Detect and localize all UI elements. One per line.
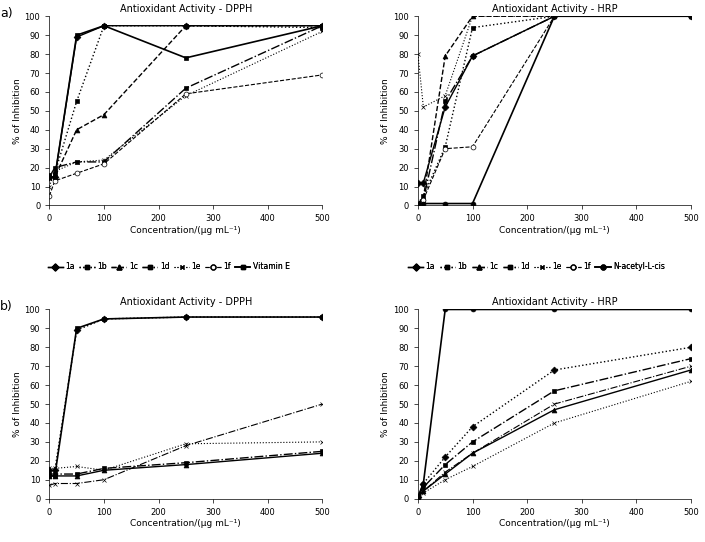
X-axis label: Concentration/(μg mL⁻¹): Concentration/(μg mL⁻¹) (499, 226, 610, 235)
Text: b): b) (0, 300, 13, 313)
Title: Antioxidant Activity - HRP: Antioxidant Activity - HRP (491, 4, 617, 14)
Legend: 1a, 1b, 1c, 1d, 1e, 1f, N-acetyl-L-cis: 1a, 1b, 1c, 1d, 1e, 1f, N-acetyl-L-cis (408, 262, 665, 271)
Text: a): a) (0, 7, 13, 20)
X-axis label: Concentration/(μg mL⁻¹): Concentration/(μg mL⁻¹) (130, 226, 241, 235)
Title: Antioxidant Activity - DPPH: Antioxidant Activity - DPPH (120, 4, 252, 14)
Y-axis label: % of Inhibition: % of Inhibition (13, 371, 22, 437)
X-axis label: Concentration/(μg mL⁻¹): Concentration/(μg mL⁻¹) (499, 519, 610, 528)
Title: Antioxidant Activity - DPPH: Antioxidant Activity - DPPH (120, 298, 252, 307)
Y-axis label: % of Inhibition: % of Inhibition (381, 78, 391, 144)
Title: Antioxidant Activity - HRP: Antioxidant Activity - HRP (491, 298, 617, 307)
Y-axis label: % of Inhibition: % of Inhibition (13, 78, 22, 144)
Y-axis label: % of Inhibition: % of Inhibition (381, 371, 391, 437)
Legend: 1a, 1b, 1c, 1d, 1e, 1f, Vitamin E: 1a, 1b, 1c, 1d, 1e, 1f, Vitamin E (48, 262, 290, 271)
X-axis label: Concentration/(μg mL⁻¹): Concentration/(μg mL⁻¹) (130, 519, 241, 528)
